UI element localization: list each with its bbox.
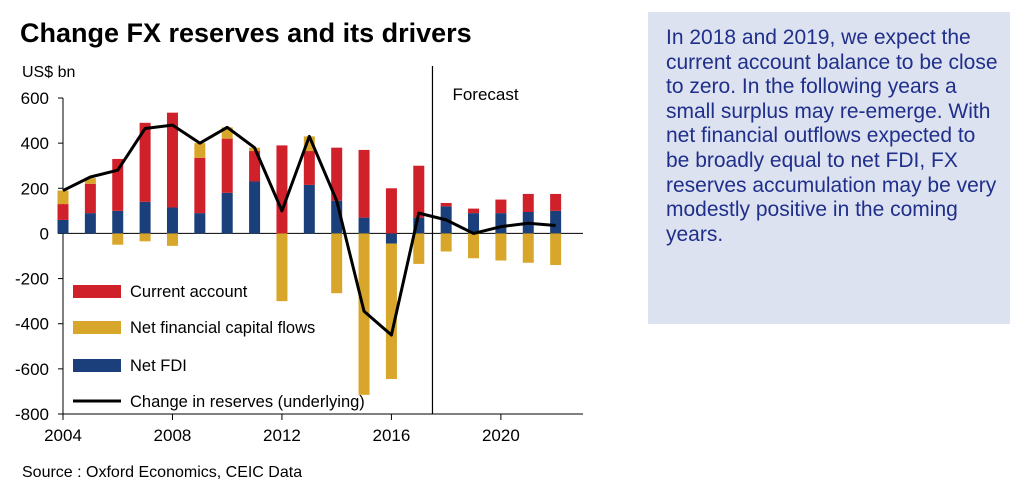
- bar-net-fdi-2006: [112, 210, 124, 234]
- bar-net-financial-capital-flows-2005: [84, 178, 96, 184]
- reserves-line: [62, 123, 556, 337]
- y-tick-label: 400: [21, 134, 49, 153]
- bar-current-account-2006: [112, 158, 124, 211]
- bar-net-fdi-2008: [166, 207, 178, 234]
- y-tick-label: -600: [15, 360, 49, 379]
- bar-current-account-2018: [440, 202, 452, 207]
- x-tick-label: 2012: [263, 426, 301, 445]
- bar-net-fdi-2017: [413, 217, 425, 234]
- forecast-label: Forecast: [452, 85, 518, 104]
- bar-net-financial-capital-flows-2013: [303, 136, 315, 152]
- commentary-box: In 2018 and 2019, we expect the current …: [648, 12, 1010, 324]
- bar-net-fdi-2009: [194, 213, 206, 234]
- commentary-text: In 2018 and 2019, we expect the current …: [666, 26, 998, 246]
- y-tick-label: 600: [21, 89, 49, 108]
- bar-net-fdi-2007: [139, 201, 151, 234]
- legend-label: Current account: [130, 283, 248, 301]
- bar-current-account-2007: [139, 122, 151, 202]
- chart-title: Change FX reserves and its drivers: [20, 18, 472, 48]
- bar-net-fdi-2020: [495, 213, 507, 234]
- bar-net-financial-capital-flows-2014: [331, 233, 343, 294]
- bar-net-financial-capital-flows-2021: [522, 233, 534, 263]
- bar-net-fdi-2013: [303, 184, 315, 234]
- y-tick-label: -400: [15, 315, 49, 334]
- bar-current-account-2012: [276, 145, 288, 234]
- forecast-divider: Forecast: [431, 66, 519, 414]
- bar-current-account-2015: [358, 149, 370, 218]
- bar-current-account-2020: [495, 199, 507, 214]
- bar-current-account-2010: [221, 138, 233, 193]
- legend-swatch: [73, 321, 121, 334]
- bar-net-fdi-2005: [84, 213, 96, 234]
- bar-net-financial-capital-flows-2015: [358, 233, 370, 395]
- bar-net-financial-capital-flows-2017: [413, 233, 425, 264]
- bar-net-fdi-2019: [468, 213, 480, 234]
- bar-net-financial-capital-flows-2016: [385, 243, 397, 380]
- bar-net-financial-capital-flows-2010: [221, 127, 233, 139]
- y-tick-label: -200: [15, 270, 49, 289]
- bar-net-financial-capital-flows-2022: [550, 233, 562, 266]
- x-tick-label: 2004: [44, 426, 82, 445]
- bar-current-account-2013: [303, 151, 315, 185]
- bar-net-fdi-2010: [221, 192, 233, 234]
- y-tick-label: -800: [15, 405, 49, 424]
- bar-net-financial-capital-flows-2004: [57, 190, 69, 205]
- bar-current-account-2008: [166, 112, 178, 208]
- x-tick-label: 2008: [154, 426, 192, 445]
- bar-net-financial-capital-flows-2007: [139, 233, 151, 242]
- bar-net-fdi-2016: [385, 233, 397, 244]
- y-axis-label: US$ bn: [22, 64, 75, 81]
- bar-net-financial-capital-flows-2012: [276, 233, 288, 302]
- bar-net-financial-capital-flows-2018: [440, 233, 452, 252]
- source-note: Source : Oxford Economics, CEIC Data: [22, 464, 303, 481]
- legend-label: Change in reserves (underlying): [130, 393, 365, 411]
- bar-current-account-2019: [468, 208, 480, 214]
- bar-net-financial-capital-flows-2008: [166, 233, 178, 246]
- bar-net-financial-capital-flows-2009: [194, 143, 206, 158]
- bar-net-fdi-2014: [331, 200, 343, 234]
- x-axis: 2004 2008 2012 2016 2020: [44, 413, 583, 445]
- bar-net-fdi-2022: [550, 210, 562, 234]
- bar-net-financial-capital-flows-2019: [468, 233, 480, 259]
- bar-net-fdi-2015: [358, 217, 370, 234]
- x-tick-label: 2020: [482, 426, 520, 445]
- bar-current-account-2017: [413, 165, 425, 218]
- bar-net-fdi-2004: [57, 219, 69, 234]
- bar-current-account-2021: [522, 193, 534, 212]
- bar-net-financial-capital-flows-2006: [112, 233, 124, 245]
- bar-current-account-2004: [57, 204, 69, 220]
- bars: [57, 112, 562, 395]
- legend-label: Net financial capital flows: [130, 319, 315, 337]
- y-tick-label: 200: [21, 179, 49, 198]
- legend-swatch: [73, 285, 121, 298]
- legend-swatch: [73, 359, 121, 372]
- bar-current-account-2009: [194, 157, 206, 214]
- bar-current-account-2022: [550, 193, 562, 211]
- y-axis: 600 400 200 0 -200 -400 -600 -800: [15, 89, 583, 424]
- bar-current-account-2014: [331, 147, 343, 201]
- legend: Current account Net financial capital flo…: [73, 283, 365, 411]
- legend-label: Net FDI: [130, 357, 187, 375]
- bar-current-account-2005: [84, 183, 96, 214]
- y-tick-label: 0: [40, 224, 49, 243]
- x-tick-label: 2016: [373, 426, 411, 445]
- series-line-change-in-reserves: [62, 123, 556, 337]
- bar-net-fdi-2011: [249, 181, 261, 234]
- bar-current-account-2016: [385, 188, 397, 234]
- bar-current-account-2011: [249, 151, 261, 182]
- bar-net-financial-capital-flows-2020: [495, 233, 507, 261]
